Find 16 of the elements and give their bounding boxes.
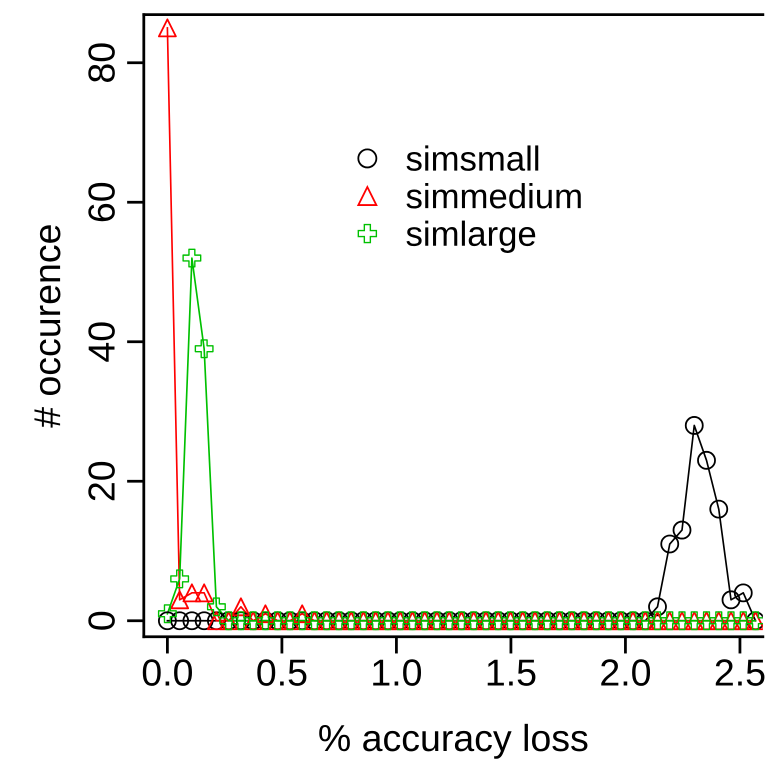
y-tick-label: 0	[88, 612, 115, 630]
legend-label: simlarge	[406, 220, 536, 253]
y-tick-label: 20	[88, 462, 115, 500]
x-tick-label: 2.5	[716, 659, 764, 686]
legend-label: simmedium	[406, 183, 581, 209]
legend-label: simsmall	[406, 145, 538, 171]
x-tick-label: 0.5	[257, 659, 306, 686]
x-tick-label: 1.5	[488, 660, 536, 686]
x-tick-label: 2.0	[601, 659, 650, 686]
x-tick-label: 1.0	[373, 659, 422, 686]
y-tick-label: 80	[88, 43, 115, 82]
x-axis-title: % accuracy loss	[319, 724, 588, 759]
y-tick-label: 40	[88, 322, 115, 362]
y-axis-title: # occurence	[34, 225, 60, 428]
x-tick-label: 0.0	[142, 659, 192, 686]
y-tick-label: 60	[88, 182, 115, 222]
